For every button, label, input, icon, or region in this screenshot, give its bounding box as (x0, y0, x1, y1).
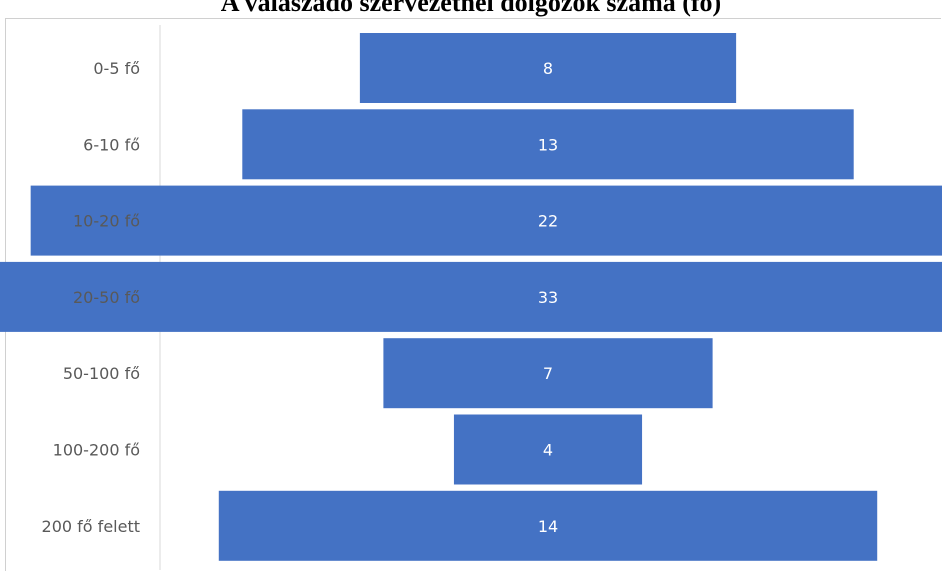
value-label: 14 (538, 517, 558, 536)
funnel-bar (242, 109, 854, 180)
category-label: 0-5 fő (93, 59, 140, 78)
value-label: 7 (543, 364, 553, 383)
funnel-bar (30, 185, 942, 256)
funnel-bar (383, 338, 713, 409)
value-label: 8 (543, 59, 553, 78)
category-label: 200 fő felett (42, 517, 140, 536)
funnel-bar (218, 490, 878, 561)
chart-title: A válaszadó szervezetnél dolgozók száma … (220, 0, 722, 17)
value-label: 33 (538, 288, 558, 307)
funnel-bar (0, 261, 942, 332)
value-label: 22 (538, 212, 558, 231)
category-label: 100-200 fő (53, 441, 140, 460)
funnel-bar (359, 33, 737, 103)
category-label: 20-50 fő (73, 288, 140, 307)
funnel-bar (453, 414, 643, 485)
category-label: 6-10 fő (83, 135, 140, 154)
value-label: 4 (543, 441, 553, 460)
category-label: 50-100 fő (63, 364, 140, 383)
value-label: 13 (538, 135, 558, 154)
category-label: 10-20 fő (73, 212, 140, 231)
